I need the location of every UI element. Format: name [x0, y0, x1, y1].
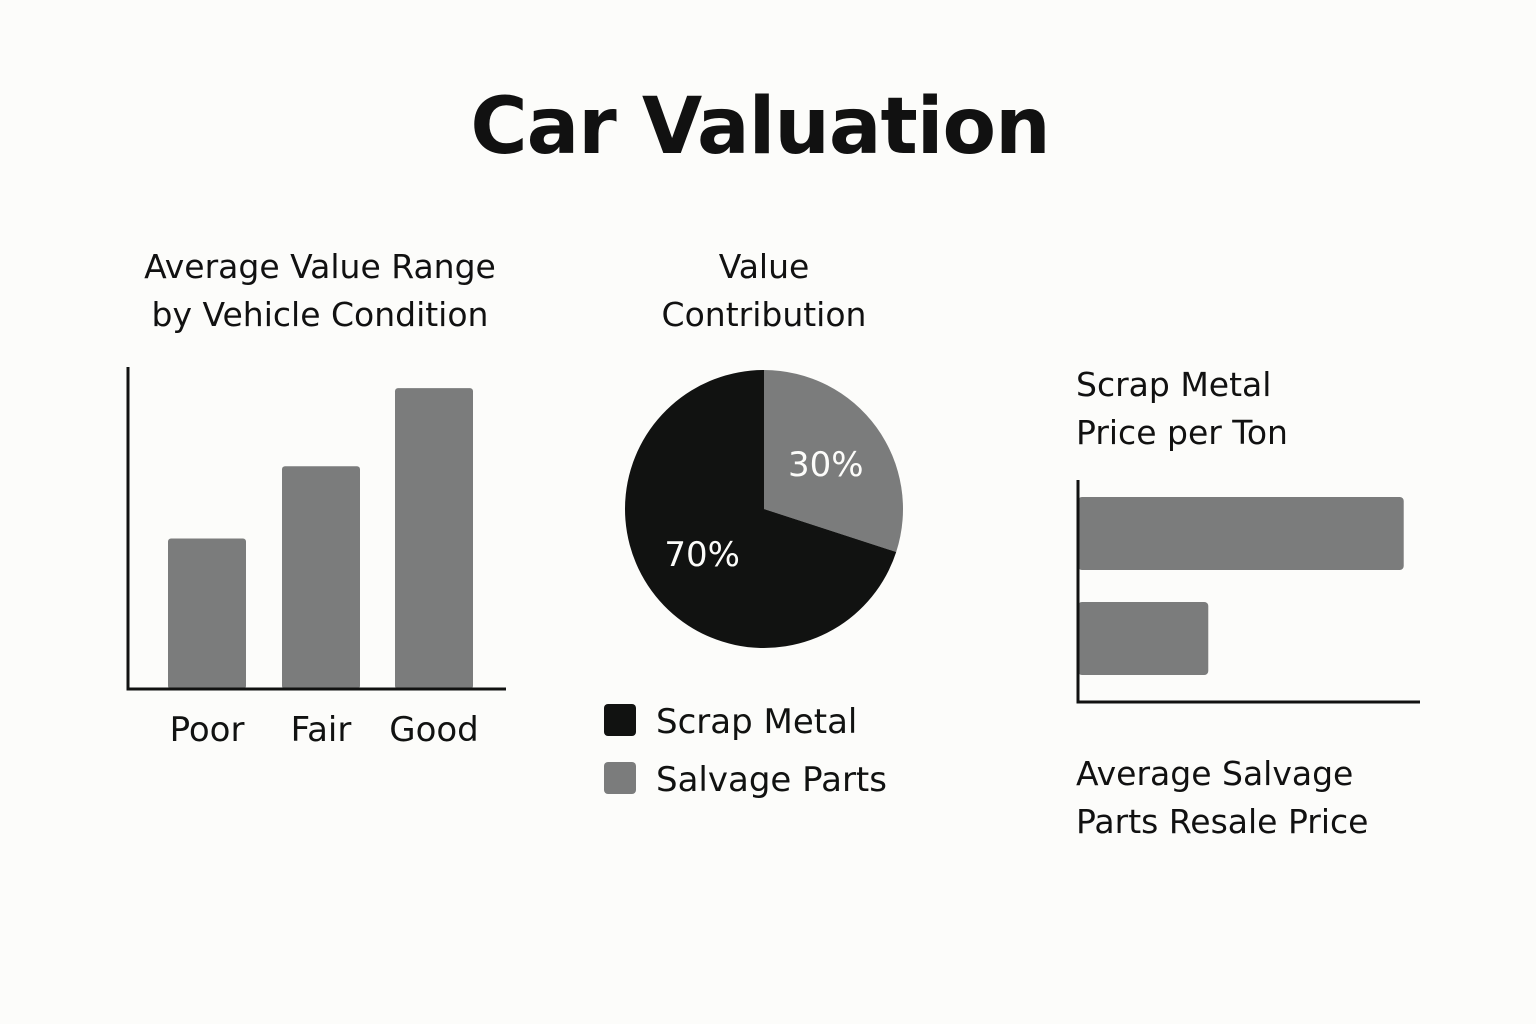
- hbar-chart-footer-line-1: Average Salvage: [1076, 754, 1354, 793]
- hbar-1: [1078, 497, 1404, 570]
- bar-fair: [282, 466, 360, 689]
- pie-slice-label: 30%: [788, 445, 864, 485]
- bar-chart-title-line-1: Average Value Range: [144, 247, 496, 286]
- pie-slice-label: 70%: [664, 535, 740, 575]
- pie-chart-title-line-1: Value: [718, 247, 810, 286]
- legend-swatch: [604, 762, 636, 794]
- pie-slice-scrap-metal: [625, 370, 897, 648]
- legend-label: Scrap Metal: [656, 702, 857, 742]
- bar-poor: [168, 538, 246, 689]
- hbar-chart-title: Scrap Metal Price per Ton: [1076, 361, 1288, 457]
- page-title: Car Valuation: [470, 82, 1050, 172]
- hbar-chart-footer: Average Salvage Parts Resale Price: [1076, 750, 1368, 846]
- legend-label: Salvage Parts: [656, 760, 887, 800]
- bar-chart-title: Average Value Range by Vehicle Condition: [110, 243, 530, 339]
- bar-chart-title-line-2: by Vehicle Condition: [151, 295, 489, 334]
- x-tick-label: Good: [389, 710, 479, 750]
- legend-swatch: [604, 704, 636, 736]
- bar-good: [395, 388, 473, 689]
- hbar-chart-title-line-2: Price per Ton: [1076, 413, 1288, 452]
- pie-chart-title: Value Contribution: [594, 243, 934, 339]
- hbar-chart-title-line-1: Scrap Metal: [1076, 365, 1272, 404]
- hbar-chart-footer-line-2: Parts Resale Price: [1076, 802, 1369, 841]
- pie-chart-title-line-2: Contribution: [661, 295, 867, 334]
- x-tick-label: Fair: [291, 710, 352, 750]
- pie-slice-salvage-parts: [764, 370, 903, 552]
- hbar-2: [1078, 602, 1209, 675]
- x-tick-label: Poor: [170, 710, 245, 750]
